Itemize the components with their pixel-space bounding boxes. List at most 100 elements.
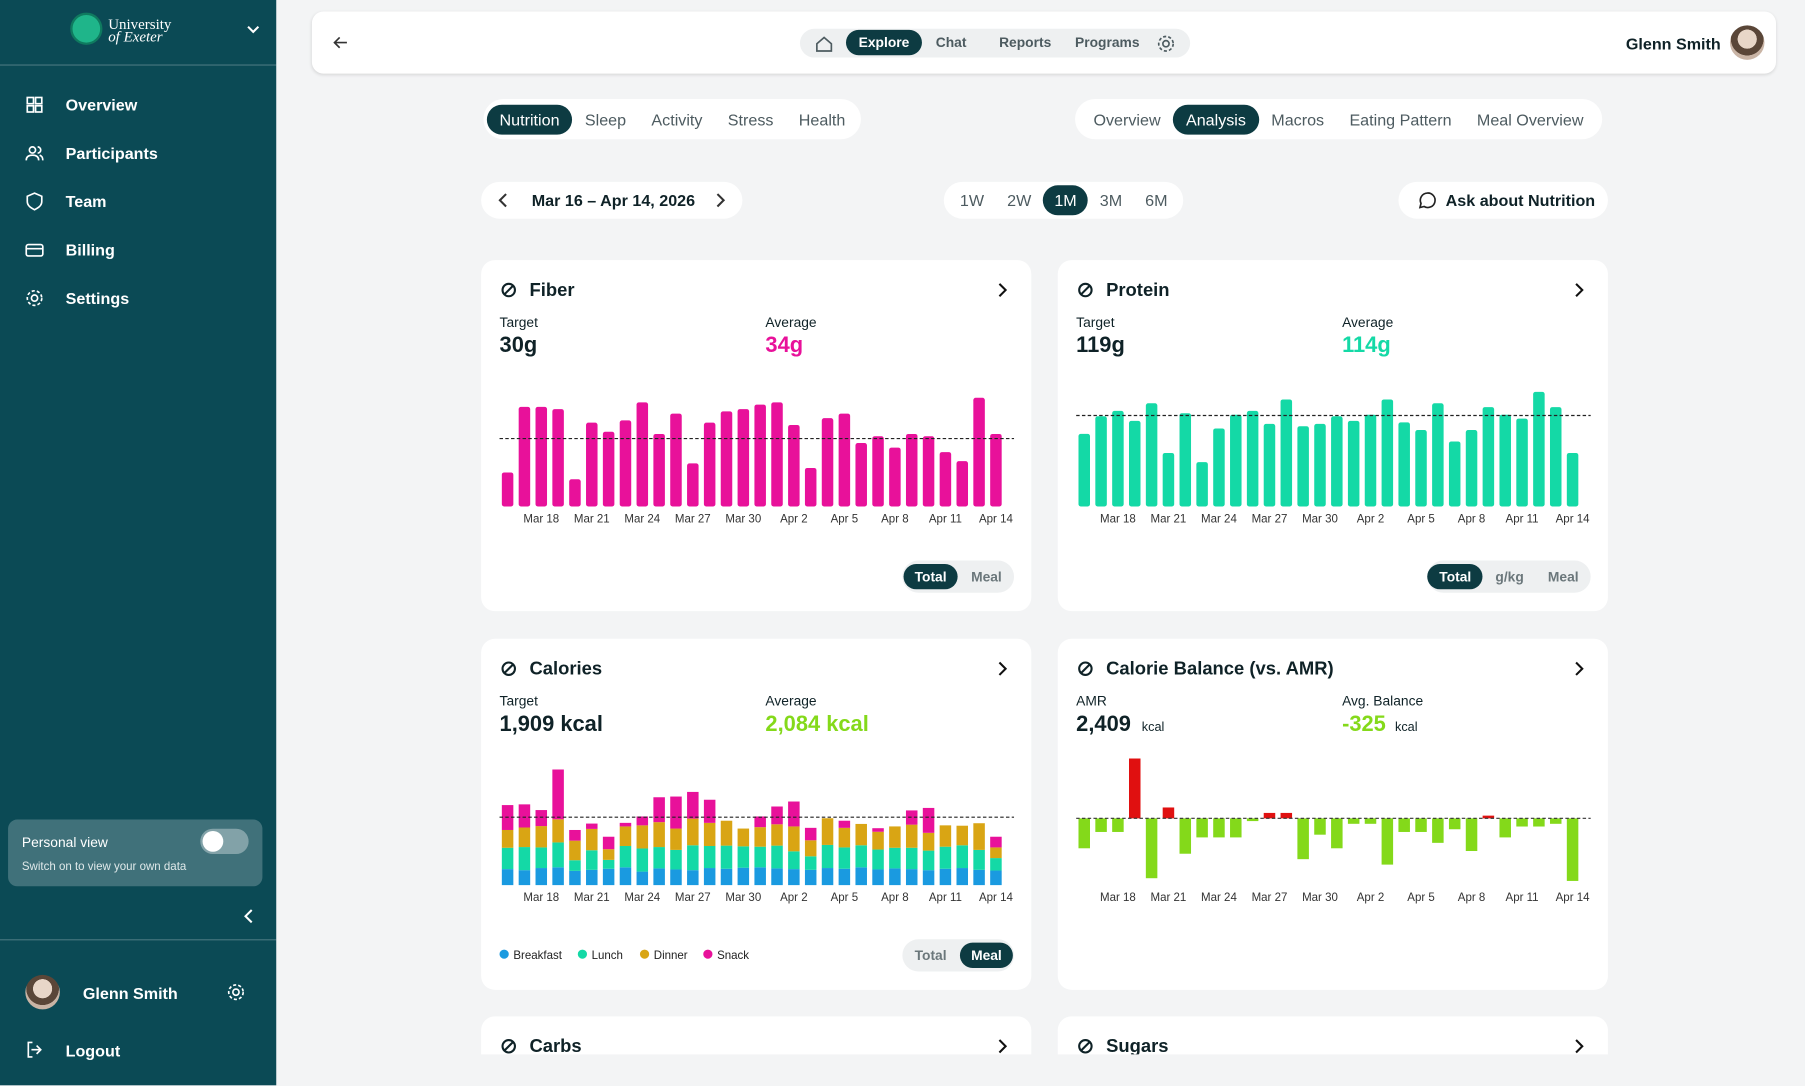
nav-settings[interactable] xyxy=(1156,33,1177,54)
range-tabs-option[interactable]: 1W xyxy=(959,191,985,210)
bar-segment xyxy=(889,826,901,848)
personal-view-toggle[interactable] xyxy=(200,828,249,855)
range-tabs-option[interactable]: 2W xyxy=(1007,191,1032,210)
nav-item[interactable]: Participants xyxy=(0,138,276,168)
range-tabs-option[interactable]: 6M xyxy=(1145,191,1168,210)
bar xyxy=(1246,818,1259,822)
collapse-sidebar[interactable] xyxy=(238,906,259,927)
view-tabs-option[interactable]: Analysis xyxy=(1173,104,1259,135)
stat-value: 119g xyxy=(1076,333,1125,358)
card-open[interactable] xyxy=(992,658,1013,679)
bar xyxy=(1263,812,1276,819)
bar xyxy=(1095,416,1107,507)
bar xyxy=(1095,818,1107,832)
back-button[interactable] xyxy=(330,32,351,53)
x-tick-label: Apr 14 xyxy=(1556,892,1590,904)
toggle-option[interactable]: Meal xyxy=(959,942,1014,968)
brand-menu[interactable] xyxy=(243,18,264,39)
domain-tabs-option[interactable]: Activity xyxy=(651,109,703,129)
domain-tabs-option[interactable]: Sleep xyxy=(584,109,627,129)
bar xyxy=(703,422,716,507)
card-open[interactable] xyxy=(992,280,1013,301)
domain-tabs-option[interactable]: Nutrition xyxy=(486,104,573,135)
view-tabs-option[interactable]: Eating Pattern xyxy=(1349,109,1452,129)
user-settings[interactable] xyxy=(226,982,247,1003)
bar xyxy=(602,431,615,507)
bar-segment xyxy=(619,822,632,827)
x-tick-label: Apr 5 xyxy=(1407,514,1435,526)
bar-segment xyxy=(602,836,615,850)
bar-segment xyxy=(838,820,851,828)
stat-label: Avg. Balance xyxy=(1342,692,1424,710)
bar-segment xyxy=(821,818,834,845)
bar xyxy=(1230,818,1242,838)
bar xyxy=(1347,420,1360,507)
bar xyxy=(1549,407,1562,507)
bar-segment xyxy=(670,796,682,829)
bar xyxy=(1145,818,1158,879)
nav-item[interactable]: Settings xyxy=(0,283,276,313)
bar-segment xyxy=(703,868,716,886)
toggle-option[interactable]: Meal xyxy=(971,568,1002,585)
bar-segment xyxy=(754,867,766,886)
card-open[interactable] xyxy=(1569,1036,1590,1054)
bar-segment xyxy=(602,868,615,886)
bar xyxy=(1314,423,1326,507)
bar-segment xyxy=(569,829,581,841)
toggle-option[interactable]: Total xyxy=(1427,563,1483,590)
bar-segment xyxy=(552,819,564,843)
nav-tab[interactable]: Reports xyxy=(999,34,1052,51)
view-tabs-option[interactable]: Meal Overview xyxy=(1476,109,1584,129)
x-tick-label: Apr 8 xyxy=(881,892,909,904)
bar-segment xyxy=(990,836,1002,848)
bar xyxy=(737,409,750,507)
bar-segment xyxy=(771,868,783,886)
nav-item[interactable]: Billing xyxy=(0,235,276,265)
domain-tabs-option[interactable]: Health xyxy=(798,109,846,129)
bar xyxy=(1465,430,1478,507)
view-tabs-option[interactable]: Overview xyxy=(1093,109,1161,129)
bar-segment xyxy=(518,804,531,828)
range-tabs-option[interactable]: 1M xyxy=(1042,185,1089,216)
x-tick-label: Apr 5 xyxy=(831,892,859,904)
bar-segment xyxy=(872,849,884,870)
bar-segment xyxy=(922,832,935,851)
bar xyxy=(1331,416,1343,507)
card-open[interactable] xyxy=(1569,280,1590,301)
top-user-avatar[interactable] xyxy=(1729,25,1765,60)
view-tabs-option[interactable]: Macros xyxy=(1271,109,1325,129)
prev-period[interactable] xyxy=(493,190,514,211)
card-open[interactable] xyxy=(1569,658,1590,679)
next-period[interactable] xyxy=(710,190,731,211)
bar xyxy=(905,434,918,507)
stat-value: 1,909 kcal xyxy=(499,712,603,737)
nav-item[interactable]: Team xyxy=(0,186,276,216)
nav-tab[interactable]: Explore xyxy=(845,29,922,56)
bar-segment xyxy=(804,869,817,886)
range-tabs-option[interactable]: 3M xyxy=(1099,191,1123,210)
toggle-option[interactable]: g/kg xyxy=(1495,568,1524,585)
card-open[interactable] xyxy=(992,1036,1013,1054)
bar-segment xyxy=(788,826,800,852)
card-icon xyxy=(1078,282,1093,298)
nav-tab[interactable]: Programs xyxy=(1075,34,1140,51)
bar xyxy=(872,436,884,507)
ask-button[interactable]: Ask about Nutrition xyxy=(1398,181,1608,219)
x-tick-label: Apr 2 xyxy=(780,892,808,904)
x-tick-label: Mar 18 xyxy=(523,514,559,526)
toggle-knob xyxy=(202,831,224,852)
domain-tabs-option[interactable]: Stress xyxy=(727,109,774,129)
nav-tab[interactable]: Chat xyxy=(935,34,967,51)
nav-item[interactable]: Overview xyxy=(0,90,276,120)
toggle-option[interactable]: Total xyxy=(914,947,947,964)
home-tab[interactable] xyxy=(814,33,835,54)
bar-segment xyxy=(552,769,564,820)
x-tick-label: Apr 11 xyxy=(929,514,962,526)
toggle-option[interactable]: Total xyxy=(903,563,959,590)
toggle-option[interactable]: Meal xyxy=(1547,568,1579,585)
sidebar: University of Exeter Overview Participants T… xyxy=(0,0,277,1086)
bar-segment xyxy=(535,868,548,886)
logout[interactable]: Logout xyxy=(0,1036,276,1066)
bar xyxy=(1179,818,1192,854)
legend-label: Lunch xyxy=(592,950,623,962)
